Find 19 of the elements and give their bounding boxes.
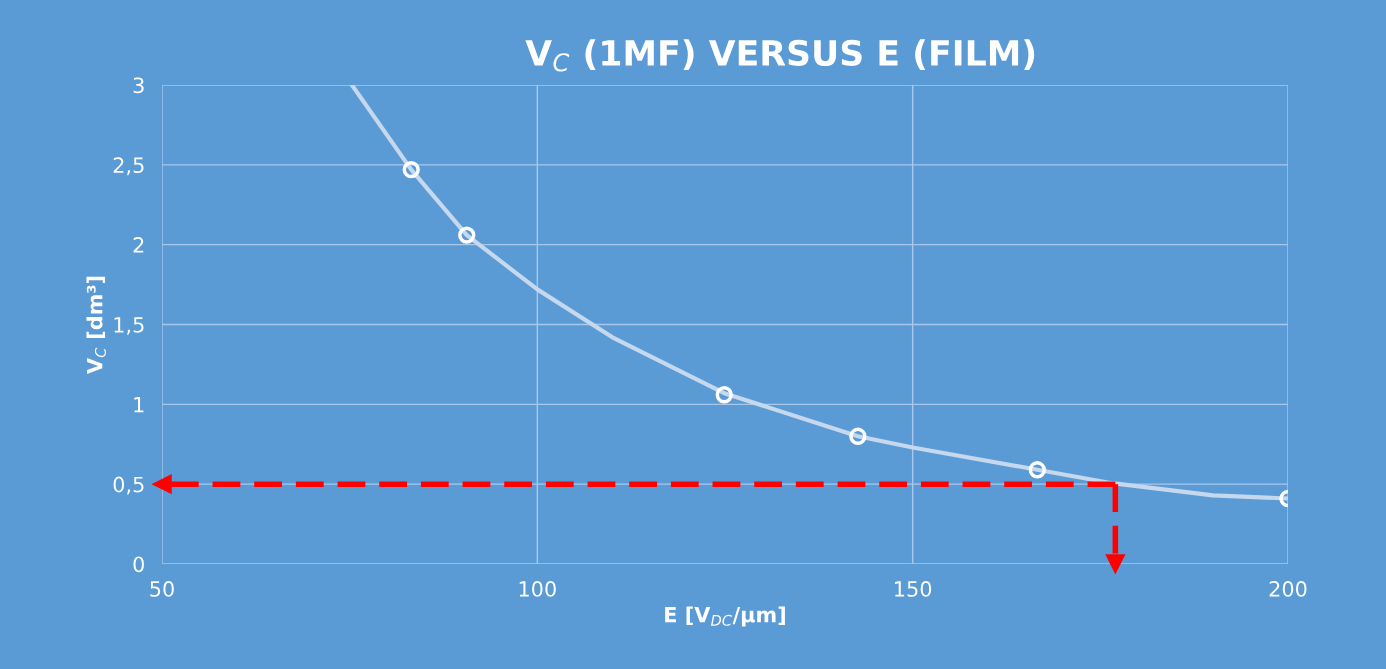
chart-title: V$_{C}$ (1MF) VERSUS E (FILM): [525, 39, 1035, 72]
point: [1028, 461, 1046, 479]
x-tick-label: 50: [150, 581, 174, 597]
y-tick-label: 1: [134, 397, 144, 413]
y-tick-label: 2,5: [113, 157, 144, 176]
y-tick-label: 3: [133, 77, 144, 94]
point: [849, 427, 867, 445]
y-tick-label: 0: [133, 556, 144, 573]
y-tick-label: 1,5: [114, 317, 144, 335]
y-tick-label: 2: [133, 237, 144, 253]
y-axis-title: V$_{C}$ [dm³]: [86, 276, 106, 374]
y-tick-label: 0,5: [113, 476, 144, 495]
point: [715, 386, 733, 404]
point: [458, 226, 476, 244]
x-tick-label: 200: [1269, 581, 1307, 597]
x-tick-label: 150: [895, 581, 932, 597]
x-axis-title: E [V$_{DC}$/µm]: [665, 606, 785, 627]
point: [402, 160, 420, 179]
x-tick-label: 100: [519, 581, 556, 597]
